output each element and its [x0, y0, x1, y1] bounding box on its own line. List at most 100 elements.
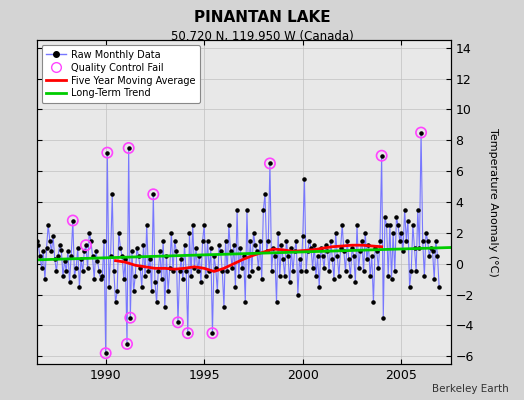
Point	[351, 279, 359, 286]
Point	[287, 245, 296, 252]
Point	[429, 248, 437, 254]
Point	[336, 245, 345, 252]
Point	[208, 330, 216, 336]
Point	[195, 253, 203, 259]
Point	[202, 273, 210, 279]
Point	[32, 237, 41, 244]
Point	[267, 268, 276, 275]
Point	[303, 248, 312, 254]
Point	[146, 256, 154, 262]
Legend: Raw Monthly Data, Quality Control Fail, Five Year Moving Average, Long-Term Tren: Raw Monthly Data, Quality Control Fail, …	[41, 45, 200, 103]
Point	[86, 237, 95, 244]
Point	[348, 245, 356, 252]
Point	[119, 276, 128, 282]
Point	[166, 265, 174, 272]
Point	[346, 273, 355, 279]
Point	[115, 230, 123, 236]
Point	[389, 230, 397, 236]
Point	[249, 230, 258, 236]
Point	[157, 276, 166, 282]
Point	[73, 245, 82, 252]
Point	[83, 265, 92, 272]
Point	[59, 273, 67, 279]
Point	[79, 268, 87, 275]
Point	[251, 242, 259, 248]
Point	[205, 268, 213, 275]
Point	[123, 341, 131, 347]
Point	[387, 276, 396, 282]
Point	[196, 279, 205, 286]
Point	[183, 330, 192, 336]
Point	[236, 245, 245, 252]
Point	[75, 284, 84, 290]
Point	[343, 237, 352, 244]
Point	[309, 265, 317, 272]
Point	[326, 237, 335, 244]
Point	[190, 265, 199, 272]
Point	[50, 256, 59, 262]
Point	[345, 256, 353, 262]
Point	[129, 288, 138, 295]
Point	[62, 268, 70, 275]
Point	[72, 265, 80, 272]
Point	[415, 245, 423, 252]
Point	[152, 299, 161, 306]
Point	[396, 237, 404, 244]
Point	[350, 253, 358, 259]
Point	[136, 265, 145, 272]
Point	[182, 268, 190, 275]
Point	[203, 237, 212, 244]
Point	[226, 248, 235, 254]
Point	[103, 150, 112, 156]
Point	[328, 256, 336, 262]
Point	[356, 248, 365, 254]
Point	[123, 341, 131, 347]
Point	[82, 242, 90, 248]
Point	[82, 242, 90, 248]
Point	[386, 222, 394, 228]
Point	[263, 248, 271, 254]
Point	[313, 253, 322, 259]
Point	[318, 253, 326, 259]
Point	[406, 284, 414, 290]
Point	[376, 237, 384, 244]
Point	[67, 253, 75, 259]
Point	[149, 191, 158, 198]
Point	[164, 288, 172, 295]
Point	[264, 237, 272, 244]
Point	[213, 288, 222, 295]
Point	[397, 230, 406, 236]
Point	[174, 319, 182, 326]
Point	[425, 253, 433, 259]
Point	[246, 237, 255, 244]
Point	[167, 230, 176, 236]
Point	[70, 273, 79, 279]
Point	[390, 268, 399, 275]
Point	[272, 299, 281, 306]
Point	[47, 248, 56, 254]
Point	[381, 214, 389, 221]
Point	[358, 237, 366, 244]
Point	[422, 230, 430, 236]
Point	[95, 268, 103, 275]
Point	[169, 268, 177, 275]
Point	[332, 230, 340, 236]
Text: PINANTAN LAKE: PINANTAN LAKE	[194, 10, 330, 25]
Point	[105, 284, 113, 290]
Point	[103, 150, 112, 156]
Point	[189, 222, 197, 228]
Point	[379, 314, 387, 321]
Point	[93, 258, 102, 264]
Point	[106, 253, 115, 259]
Point	[170, 237, 179, 244]
Point	[125, 145, 133, 151]
Point	[90, 276, 99, 282]
Point	[113, 288, 122, 295]
Point	[384, 273, 392, 279]
Point	[193, 268, 202, 275]
Point	[64, 248, 72, 254]
Point	[269, 245, 277, 252]
Point	[199, 237, 207, 244]
Point	[151, 279, 159, 286]
Point	[77, 256, 85, 262]
